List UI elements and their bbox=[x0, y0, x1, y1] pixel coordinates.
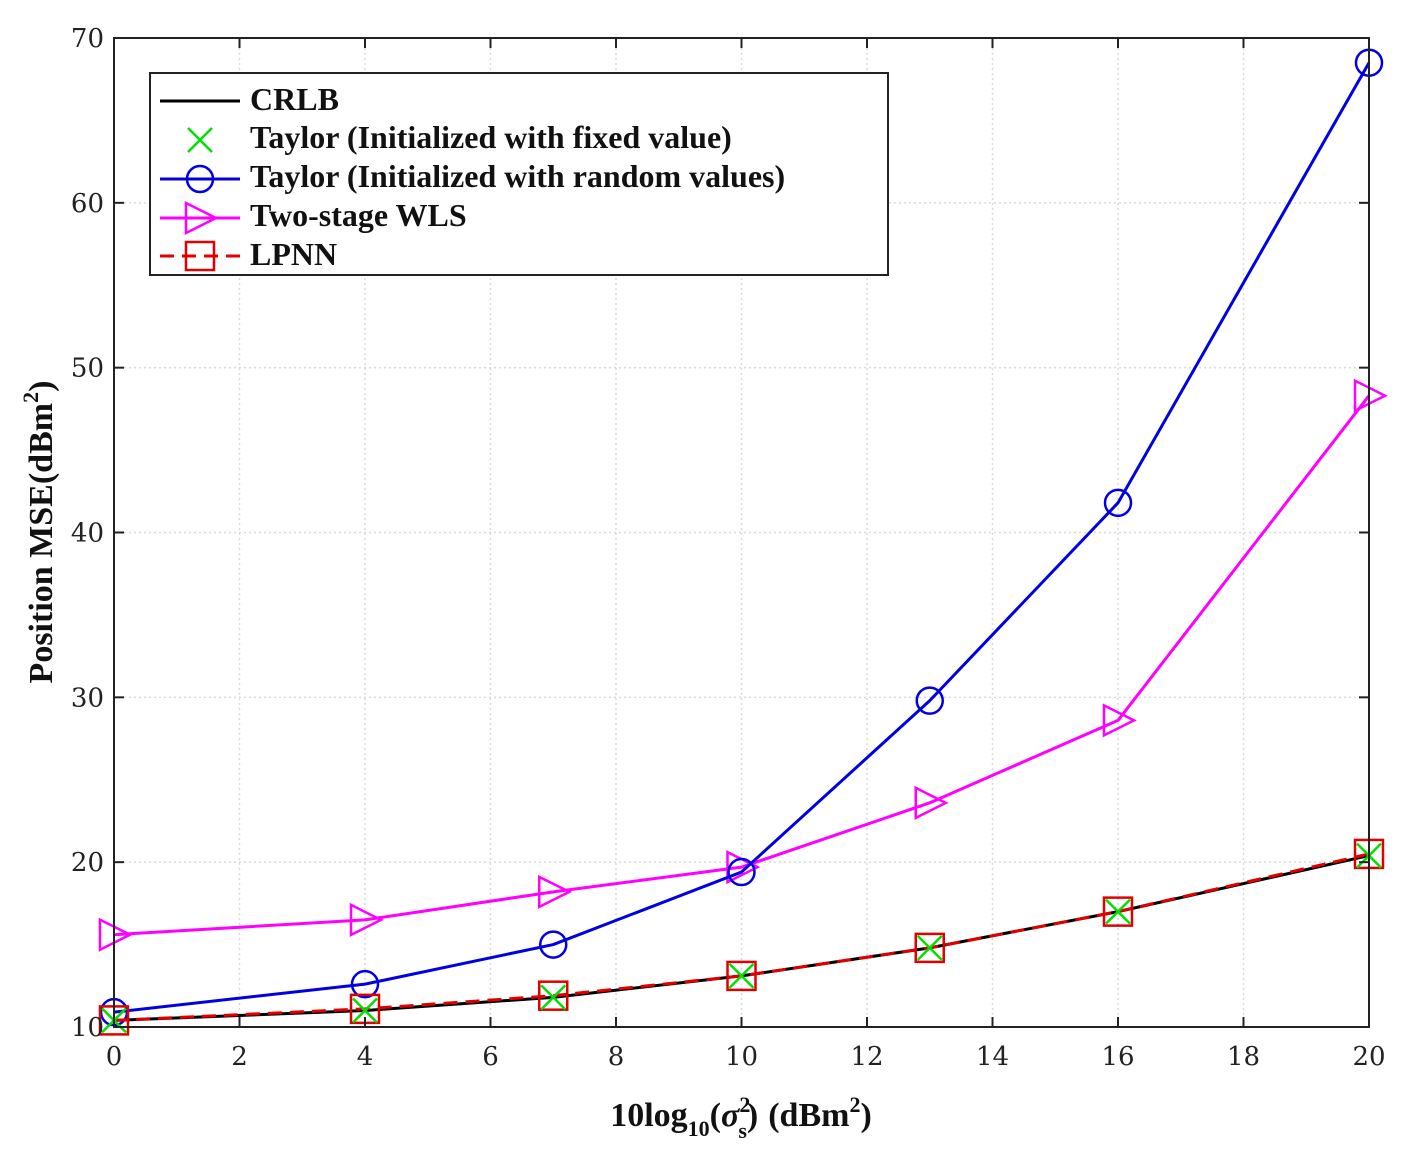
data-point-two-stage-wls bbox=[538, 874, 573, 909]
series-line-crlb bbox=[113, 854, 1370, 1022]
x-axis-label-sigma: σ bbox=[721, 1097, 741, 1134]
data-point-taylor-initialized-with-random-values bbox=[915, 686, 944, 715]
x-tick-label: 2 bbox=[231, 1042, 248, 1072]
series-line-taylor-initialized-with-random-values bbox=[113, 61, 1371, 1014]
data-point-lpnn bbox=[914, 932, 945, 964]
x-axis-label-paren-open: ( bbox=[710, 1097, 721, 1134]
x-axis-label: 10log10(σ2 s) (dBm2) bbox=[610, 1092, 872, 1143]
y-tick-label: 20 bbox=[71, 848, 104, 878]
x-tick-label: 18 bbox=[1227, 1042, 1260, 1072]
y-axis-label-sup: 2 bbox=[18, 392, 43, 403]
y-tick-label: 10 bbox=[71, 1013, 104, 1043]
x-tick-label: 12 bbox=[850, 1042, 883, 1072]
legend-label-lpnn: LPNN bbox=[250, 236, 337, 272]
x-axis-label-paren-close: ) bbox=[747, 1097, 758, 1134]
y-axis-label: Position MSE(dBm2) bbox=[18, 381, 60, 684]
data-point-lpnn bbox=[1102, 896, 1134, 927]
x-axis-label-unit: (dBm bbox=[768, 1097, 849, 1134]
grid-lines bbox=[114, 38, 1369, 1027]
legend-marker-sample bbox=[184, 240, 216, 272]
legend: CRLB Taylor (Initialized with fixed valu… bbox=[149, 72, 889, 276]
legend-marker-sample bbox=[187, 127, 213, 153]
data-point-two-stage-wls bbox=[914, 785, 949, 820]
y-tick-label: 70 bbox=[71, 24, 104, 54]
y-axis-label-close: ) bbox=[23, 381, 60, 392]
x-tick-label: 14 bbox=[976, 1042, 1009, 1072]
data-point-taylor-initialized-with-fixed-value bbox=[1105, 898, 1131, 925]
x-tick-label: 8 bbox=[608, 1042, 625, 1072]
x-axis-label-sub2: s bbox=[738, 1118, 747, 1143]
legend-marker-sample bbox=[185, 164, 215, 194]
legend-label-taylor-fixed: Taylor (Initialized with fixed value) bbox=[250, 119, 732, 155]
data-point-taylor-initialized-with-fixed-value bbox=[352, 997, 378, 1024]
x-tick-label: 0 bbox=[106, 1042, 123, 1072]
y-tick-label: 60 bbox=[71, 189, 104, 219]
x-tick-label: 6 bbox=[482, 1042, 499, 1072]
y-axis-label-main: Position MSE(dBm bbox=[23, 403, 60, 684]
legend-label-two-stage-wls: Two-stage WLS bbox=[250, 197, 467, 233]
data-point-taylor-initialized-with-random-values bbox=[539, 930, 568, 959]
legend-marker-sample bbox=[184, 200, 219, 236]
x-tick-label: 4 bbox=[357, 1042, 374, 1072]
x-axis-label-unit-sup: 2 bbox=[849, 1092, 860, 1117]
data-point-two-stage-wls bbox=[349, 902, 384, 937]
y-tick-label: 50 bbox=[71, 354, 104, 384]
series-two-stage-wls bbox=[98, 378, 1388, 952]
data-point-lpnn bbox=[726, 960, 757, 992]
legend-label-crlb: CRLB bbox=[250, 81, 339, 117]
x-axis-label-main: 10log bbox=[610, 1097, 687, 1134]
data-point-taylor-initialized-with-random-values bbox=[727, 857, 756, 887]
legend-samples bbox=[160, 99, 240, 272]
x-tick-label: 16 bbox=[1101, 1042, 1134, 1072]
x-tick-label: 20 bbox=[1352, 1042, 1385, 1072]
tick-labels: 0 2 4 6 8 10 12 14 16 18 20 10 20 30 40 50 60 70 bbox=[71, 24, 1386, 1072]
data-point-taylor-initialized-with-random-values bbox=[1103, 488, 1133, 518]
data-point-taylor-initialized-with-fixed-value bbox=[728, 963, 755, 989]
data-point-taylor-initialized-with-random-values bbox=[350, 969, 380, 999]
y-tick-label: 40 bbox=[71, 519, 104, 549]
legend-label-taylor-random: Taylor (Initialized with random values) bbox=[250, 158, 785, 194]
y-tick-label: 30 bbox=[71, 683, 104, 713]
legend-box bbox=[149, 72, 889, 276]
data-point-taylor-initialized-with-fixed-value bbox=[540, 984, 567, 1011]
data-point-taylor-initialized-with-fixed-value bbox=[916, 934, 943, 961]
x-axis-label-sup: 2 bbox=[739, 1092, 750, 1117]
data-point-lpnn bbox=[538, 980, 569, 1011]
series-crlb bbox=[113, 854, 1370, 1022]
x-tick-label: 10 bbox=[725, 1042, 758, 1072]
x-axis-label-unit-close: ) bbox=[860, 1097, 871, 1134]
x-axis-label-sub1: 10 bbox=[688, 1116, 710, 1141]
series-line-two-stage-wls bbox=[113, 394, 1371, 937]
data-point-two-stage-wls bbox=[1102, 703, 1137, 738]
